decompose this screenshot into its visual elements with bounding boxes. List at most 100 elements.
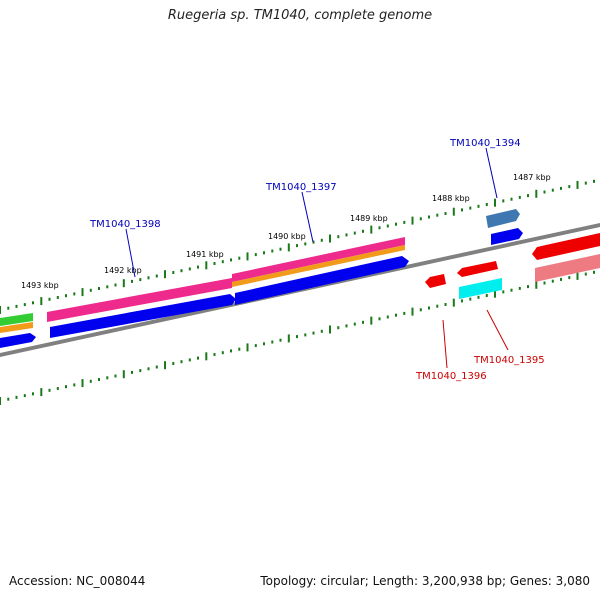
- tick-mark-outer: [469, 206, 472, 210]
- tick-mark-inner: [7, 397, 10, 401]
- tick-mark-outer: [329, 234, 331, 243]
- tick-label-1489: 1489 kbp: [350, 214, 388, 223]
- tick-mark-inner: [337, 326, 340, 330]
- tick-mark-inner: [370, 316, 373, 325]
- tick-mark-outer: [122, 279, 125, 288]
- gene-magenta-1398[interactable]: [47, 278, 232, 322]
- tick-mark-outer: [411, 216, 414, 225]
- tick-mark-inner: [345, 324, 348, 328]
- gene-label-1398[interactable]: TM1040_1398: [89, 219, 161, 230]
- tick-mark-outer: [131, 279, 133, 283]
- tick-mark-outer: [296, 244, 298, 248]
- gene-red-right[interactable]: [532, 233, 600, 260]
- gene-blue-stub[interactable]: [0, 333, 36, 348]
- gene-label-1397[interactable]: TM1040_1397: [265, 182, 337, 193]
- tick-mark-inner: [23, 394, 26, 398]
- tick-mark-outer: [164, 270, 166, 279]
- tick-mark-inner: [403, 311, 406, 315]
- tick-mark-outer: [114, 283, 117, 287]
- tick-mark-outer: [304, 242, 307, 246]
- tick-mark-inner: [271, 340, 274, 344]
- tick-mark-inner: [312, 331, 315, 335]
- tick-mark-inner: [411, 307, 414, 316]
- tick-mark-inner: [535, 280, 538, 289]
- tick-mark-outer: [518, 195, 521, 199]
- tick-mark-inner: [147, 367, 150, 371]
- tick-mark-inner: [469, 297, 472, 301]
- tick-mark-outer: [403, 220, 406, 224]
- tick-mark-outer: [345, 233, 348, 237]
- tick-mark-inner: [543, 281, 546, 285]
- tick-mark-outer: [535, 189, 538, 198]
- tick-mark-inner: [0, 397, 1, 405]
- tick-mark-inner: [56, 387, 59, 390]
- tick-mark-outer: [477, 204, 480, 208]
- gene-blue-1397[interactable]: [235, 256, 409, 305]
- gene-steelblue-1394[interactable]: [486, 209, 520, 228]
- tick-mark-outer: [271, 249, 274, 253]
- tick-mark-inner: [320, 329, 323, 333]
- tick-mark-outer: [502, 199, 505, 203]
- tick-mark-outer: [238, 256, 241, 260]
- tick-mark-inner: [419, 308, 422, 312]
- tick-mark-outer: [98, 287, 100, 290]
- tick-mark-inner: [15, 395, 18, 399]
- tick-mark-outer: [7, 306, 10, 310]
- tick-mark-inner: [122, 370, 125, 379]
- tick-mark-inner: [287, 334, 290, 343]
- gene-green-stub[interactable]: [0, 313, 33, 326]
- tick-mark-inner: [510, 288, 513, 292]
- tick-mark-inner: [436, 304, 439, 308]
- tick-mark-outer: [254, 253, 257, 257]
- tick-mark-outer: [147, 276, 150, 280]
- gene-label-1394[interactable]: TM1040_1394: [449, 138, 521, 149]
- tick-mark-inner: [527, 285, 529, 289]
- tick-mark-inner: [205, 352, 208, 361]
- tick-mark-outer: [32, 301, 34, 305]
- tick-mark-inner: [485, 294, 488, 297]
- gene-orange-stub[interactable]: [0, 322, 33, 333]
- gene-blue-1394b[interactable]: [491, 228, 523, 245]
- tick-mark-inner: [48, 388, 51, 392]
- tick-mark-outer: [0, 306, 1, 314]
- tick-mark-outer: [362, 229, 364, 233]
- tick-mark-outer: [89, 288, 92, 292]
- tick-mark-inner: [362, 320, 364, 324]
- tick-mark-inner: [238, 347, 241, 351]
- tick-mark-outer: [436, 213, 439, 217]
- tick-mark-outer: [386, 224, 389, 228]
- leader-line-1397: [301, 191, 314, 243]
- leader-line-1394: [485, 147, 498, 199]
- gene-red-1396[interactable]: [425, 274, 446, 288]
- tick-mark-inner: [263, 342, 265, 346]
- leader-line-1398: [125, 228, 136, 278]
- genome-summary-text: Topology: circular; Length: 3,200,938 bp…: [260, 574, 590, 588]
- tick-label-1491: 1491 kbp: [186, 250, 224, 259]
- gene-cyan-1395[interactable]: [459, 278, 502, 299]
- gene-label-1395[interactable]: TM1040_1395: [473, 355, 545, 366]
- gene-magenta-1397[interactable]: [232, 237, 405, 282]
- tick-mark-inner: [576, 271, 579, 280]
- tick-mark-inner: [188, 358, 191, 362]
- map-title: Ruegeria sp. TM1040, complete genome: [167, 8, 433, 23]
- tick-mark-inner: [213, 353, 216, 356]
- tick-mark-outer: [205, 261, 208, 270]
- tick-mark-inner: [477, 295, 480, 299]
- tick-mark-outer: [40, 297, 43, 306]
- tick-mark-outer: [23, 303, 26, 307]
- tick-mark-inner: [98, 378, 100, 381]
- tick-mark-inner: [452, 298, 455, 307]
- tick-mark-outer: [428, 215, 430, 219]
- tick-mark-outer: [81, 288, 84, 297]
- gene-orange-1397[interactable]: [232, 245, 405, 287]
- tick-mark-inner: [378, 317, 381, 321]
- tick-mark-outer: [485, 203, 488, 206]
- gene-blue-1398[interactable]: [50, 294, 236, 338]
- gene-label-1396[interactable]: TM1040_1396: [415, 371, 487, 382]
- tick-mark-outer: [73, 292, 76, 296]
- tick-label-1493: 1493 kbp: [21, 281, 59, 290]
- gene-red-1395[interactable]: [457, 261, 498, 277]
- gene-pink-right[interactable]: [535, 254, 600, 282]
- tick-mark-inner: [296, 335, 298, 339]
- tick-mark-outer: [221, 260, 224, 264]
